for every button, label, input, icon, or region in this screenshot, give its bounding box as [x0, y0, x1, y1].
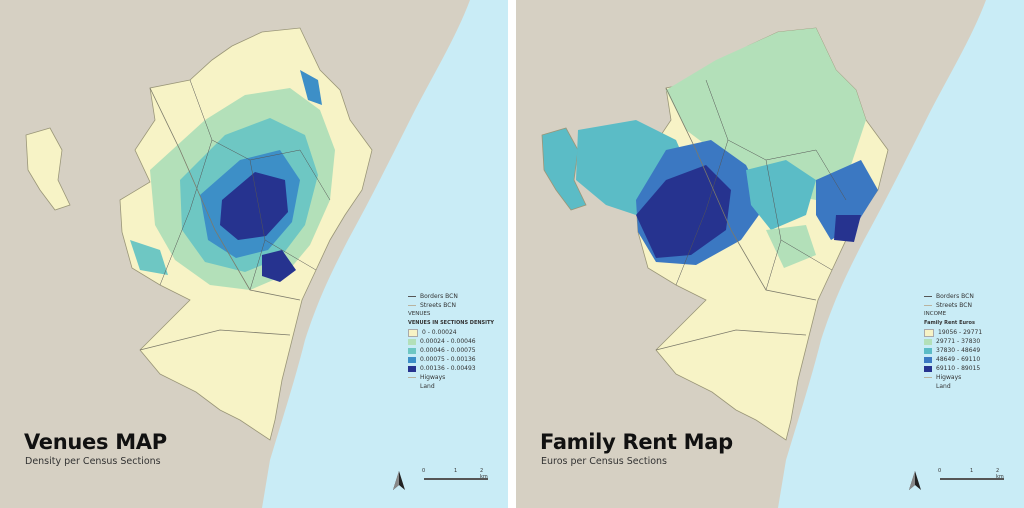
sea: [262, 0, 508, 508]
venues-map-canvas[interactable]: [0, 0, 508, 508]
legend-class: 29771 - 37830: [936, 338, 981, 345]
legend-class: 69110 - 89015: [936, 365, 981, 372]
legend-group: INCOME: [924, 311, 947, 317]
legend-class: 0.00024 - 0.00046: [420, 338, 476, 345]
legend-borders: Borders BCN: [420, 293, 458, 300]
legend-class: 0.00075 - 0.00136: [420, 356, 476, 363]
left-map-subtitle: Density per Census Sections: [25, 456, 161, 467]
legend-swatch: [924, 365, 932, 372]
legend-field: VENUES IN SECTIONS DENSITY: [408, 320, 495, 326]
sea: [778, 0, 1024, 508]
density-zones: [130, 70, 335, 290]
legend-borders: Borders BCN: [936, 293, 974, 300]
rent-map-canvas[interactable]: [516, 0, 1024, 508]
borders-line-icon: [924, 296, 932, 297]
higways-line-icon: [924, 377, 932, 378]
right-legend: Borders BCN Streets BCN INCOME Family Re…: [924, 292, 1020, 391]
legend-higways: Higways: [936, 374, 962, 381]
scale-bar: 0 1 2 km: [938, 468, 1008, 490]
venues-map-panel: Venues MAP Density per Census Sections B…: [0, 0, 508, 508]
scale-tick-2: 2 km: [996, 468, 1004, 480]
scale-bar: 0 1 2 km: [422, 468, 492, 490]
right-map-title: Family Rent Map: [540, 430, 733, 454]
legend-group: VENUES: [408, 311, 431, 317]
right-map-subtitle: Euros per Census Sections: [541, 456, 667, 467]
legend-field: Family Rent Euros: [924, 320, 975, 326]
legend-class: 37830 - 48649: [936, 347, 981, 354]
legend-swatch: [408, 347, 416, 354]
legend-class: 0.00046 - 0.00075: [420, 347, 476, 354]
legend-streets: Streets BCN: [420, 302, 456, 309]
left-legend: Borders BCN Streets BCN VENUES VENUES IN…: [408, 292, 504, 391]
legend-land: Land: [936, 383, 951, 390]
legend-swatch: [408, 356, 416, 363]
legend-swatch: [408, 338, 416, 345]
legend-swatch: [408, 365, 416, 372]
north-arrow-icon: [393, 471, 405, 490]
legend-swatch: [924, 347, 932, 354]
city-exclave: [25, 127, 71, 211]
legend-streets: Streets BCN: [936, 302, 972, 309]
scale-tick-1: 1: [454, 468, 458, 474]
legend-class: 19056 - 29771: [938, 329, 983, 336]
legend-land: Land: [420, 383, 435, 390]
legend-higways: Higways: [420, 374, 446, 381]
scale-tick-0: 0: [422, 468, 426, 474]
legend-class: 0 - 0.00024: [422, 329, 457, 336]
district-borders: [159, 79, 331, 291]
district-borders: [675, 79, 847, 291]
borders-line-icon: [408, 296, 416, 297]
streets-line-icon: [924, 305, 932, 306]
city-exclave: [541, 127, 587, 211]
north-arrow-icon: [909, 471, 921, 490]
scale-tick-2: 2 km: [480, 468, 488, 480]
legend-swatch: [924, 328, 934, 337]
legend-swatch: [408, 328, 418, 337]
scale-tick-1: 1: [970, 468, 974, 474]
highways: [139, 87, 301, 351]
highways: [655, 87, 817, 351]
legend-class: 48649 - 69110: [936, 356, 981, 363]
higways-line-icon: [408, 377, 416, 378]
legend-class: 0.00136 - 0.00493: [420, 365, 476, 372]
scale-tick-0: 0: [938, 468, 942, 474]
left-map-title: Venues MAP: [24, 430, 167, 454]
family-rent-map-panel: Family Rent Map Euros per Census Section…: [516, 0, 1024, 508]
streets-line-icon: [408, 305, 416, 306]
legend-swatch: [924, 338, 932, 345]
legend-swatch: [924, 356, 932, 363]
